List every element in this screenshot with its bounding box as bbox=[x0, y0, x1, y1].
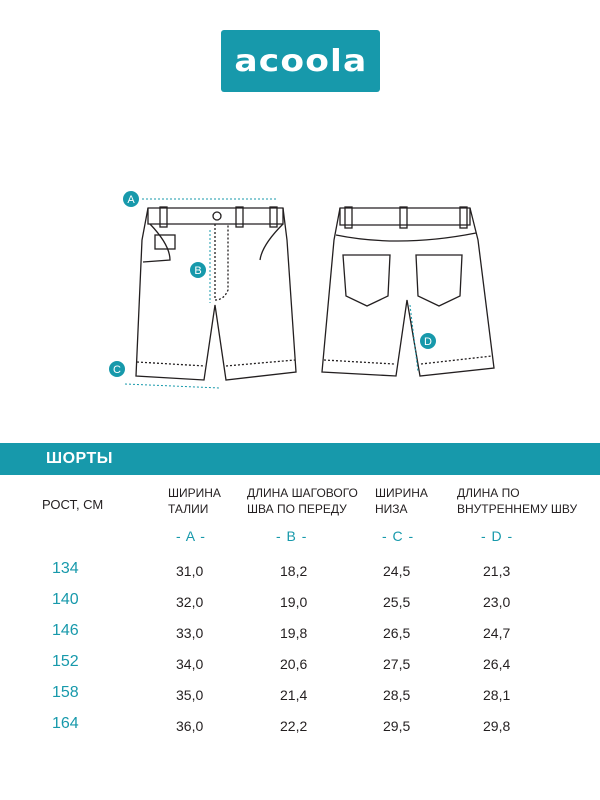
value-cell: 33,0 bbox=[176, 625, 204, 641]
column-header-d: ДЛИНА ПО ВНУТРЕННЕМУ ШВУ bbox=[457, 486, 578, 516]
brand-logo: acoola bbox=[221, 30, 380, 92]
value-cell: 34,0 bbox=[176, 656, 204, 672]
size-cell: 146 bbox=[52, 622, 79, 639]
column-letter-d: - D - bbox=[481, 528, 514, 544]
size-cell: 152 bbox=[52, 653, 79, 670]
column-letter-c: - C - bbox=[382, 528, 415, 544]
back-pocket-right bbox=[415, 254, 463, 307]
value-cell: 32,0 bbox=[176, 594, 204, 610]
size-cell: 164 bbox=[52, 715, 79, 732]
value-cell: 29,8 bbox=[483, 718, 511, 734]
value-cell: 22,2 bbox=[280, 718, 308, 734]
marker-c-label: C bbox=[113, 364, 121, 376]
value-cell: 24,5 bbox=[383, 563, 411, 579]
column-letter-b: - B - bbox=[276, 528, 308, 544]
value-cell: 23,0 bbox=[483, 594, 511, 610]
marker-a: A bbox=[123, 191, 139, 207]
shorts-measurement-diagram: A B C D bbox=[109, 191, 495, 389]
column-header-c: ШИРИНА НИЗА bbox=[375, 486, 428, 516]
marker-d: D bbox=[420, 333, 436, 349]
brand-logo-text: acoola bbox=[233, 43, 368, 79]
value-cell: 21,4 bbox=[280, 687, 308, 703]
size-cell: 134 bbox=[52, 560, 79, 577]
front-waistband bbox=[147, 208, 284, 225]
value-cell: 24,7 bbox=[483, 625, 511, 641]
marker-c: C bbox=[109, 361, 125, 377]
value-cell: 18,2 bbox=[280, 563, 308, 579]
marker-b: B bbox=[190, 262, 206, 278]
value-cell: 26,4 bbox=[483, 656, 511, 672]
value-cell: 19,0 bbox=[280, 594, 308, 610]
value-cell: 20,6 bbox=[280, 656, 308, 672]
front-shorts-outline bbox=[135, 207, 297, 381]
back-pocket-left bbox=[342, 254, 391, 307]
column-letter-a: - A - bbox=[176, 528, 206, 544]
value-cell: 28,1 bbox=[483, 687, 511, 703]
column-header-b: ДЛИНА ШАГОВОГО ШВА ПО ПЕРЕДУ bbox=[247, 486, 358, 516]
section-band bbox=[0, 443, 600, 475]
value-cell: 36,0 bbox=[176, 718, 204, 734]
value-cell: 35,0 bbox=[176, 687, 204, 703]
section-title: ШОРТЫ bbox=[46, 450, 113, 467]
value-cell: 28,5 bbox=[383, 687, 411, 703]
value-cell: 21,3 bbox=[483, 563, 511, 579]
column-header-a: ШИРИНА ТАЛИИ bbox=[168, 486, 221, 516]
value-cell: 26,5 bbox=[383, 625, 411, 641]
marker-d-label: D bbox=[424, 336, 432, 348]
value-cell: 19,8 bbox=[280, 625, 308, 641]
marker-a-label: A bbox=[127, 194, 135, 206]
marker-b-label: B bbox=[194, 265, 201, 277]
value-cell: 29,5 bbox=[383, 718, 411, 734]
size-cell: 158 bbox=[52, 684, 79, 701]
back-shorts-outline bbox=[321, 207, 495, 377]
value-cell: 25,5 bbox=[383, 594, 411, 610]
size-cell: 140 bbox=[52, 591, 79, 608]
value-cell: 31,0 bbox=[176, 563, 204, 579]
value-cell: 27,5 bbox=[383, 656, 411, 672]
row-header: РОСТ, СМ bbox=[42, 497, 104, 512]
